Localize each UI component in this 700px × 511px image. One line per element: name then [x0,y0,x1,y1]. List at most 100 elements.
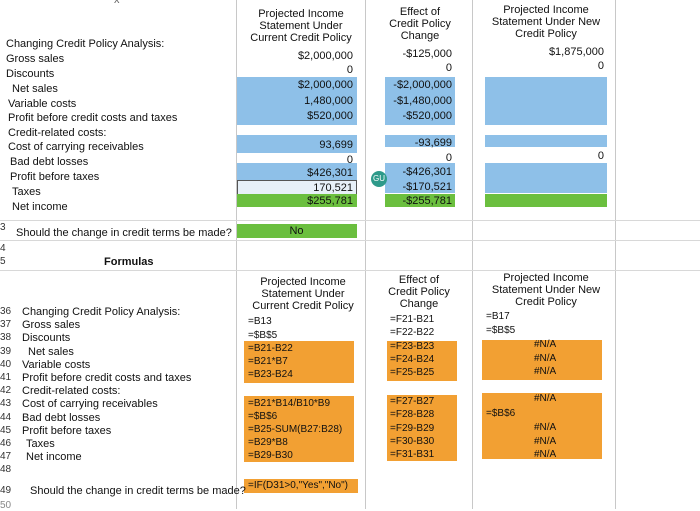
cell-d[interactable]: 0 [445,152,452,164]
formula-cell-d[interactable]: =F30-B30 [390,436,435,447]
formula-row-label: Discounts [22,332,71,345]
formula-cell-c[interactable]: =B29*B8 [248,437,288,448]
row-number: 47 [0,451,12,463]
formula-cell-c[interactable]: =B25-SUM(B27:B28) [248,424,343,435]
cell-c[interactable]: 93,699 [319,139,353,151]
formula-row-label: Profit before taxes [22,424,112,437]
row-number: 45 [0,424,12,436]
formula-fill-e [482,340,602,380]
cell-d[interactable]: -$1,480,000 [393,95,452,107]
row-label: Net sales [12,83,58,95]
formula-cell-c[interactable]: =B21*B14/B10*B9 [248,398,331,409]
formula-cell-c[interactable]: =B21-B22 [248,343,293,354]
cell-d[interactable]: -$255,781 [402,195,452,207]
cell-c[interactable]: 1,480,000 [304,95,353,107]
profit-taxes-fill-c [237,163,357,181]
cell-d[interactable]: -93,699 [414,137,452,149]
corner-mark: x [114,0,120,6]
formula-row-label: Net income [26,451,82,464]
row-label: Profit before taxes [10,171,100,183]
formula-row-label: Taxes [26,438,55,450]
cell-d[interactable]: -$170,521 [402,181,452,193]
user-avatar-badge[interactable]: GU [371,171,387,187]
formula-cell-e[interactable]: #N/A [534,393,557,404]
cell-c[interactable]: 0 [346,154,353,166]
cell-d[interactable]: -$520,000 [402,110,452,122]
formula-row-label: Bad debt losses [22,411,101,424]
carrying-fill-e [485,135,607,147]
formula-cell-c[interactable]: =$B$6 [248,411,278,422]
formula-cell-d[interactable]: =F21-B21 [390,314,435,325]
row-number: 40 [0,358,12,370]
row-label: Taxes [12,186,41,198]
cell-c[interactable]: 0 [346,64,353,76]
formula-cell-c[interactable]: =$B$5 [248,330,278,341]
cell-c[interactable]: $2,000,000 [297,79,353,91]
cell-e[interactable]: $1,875,000 [548,46,604,58]
formula-cell-c[interactable]: =B23-B24 [248,369,293,380]
formula-answer-cell[interactable]: =IF(D31>0,"Yes","No") [248,480,348,491]
formula-fill-d [387,341,457,381]
row-label: Cost of carrying receivables [8,141,144,153]
cell-d[interactable]: -$125,000 [402,48,452,60]
row-number: 39 [0,345,12,357]
formula-cell-e[interactable]: #N/A [534,422,557,433]
row-number: 44 [0,411,12,423]
cell-e[interactable]: 0 [597,60,604,72]
row-number: 42 [0,385,12,397]
formula-row-label: Gross sales [22,319,81,332]
formula-cell-d[interactable]: =F22-B22 [390,327,435,338]
formula-fill-e2 [482,393,602,459]
formulas-title: Formulas [104,256,154,268]
formula-cell-e[interactable]: #N/A [534,353,557,364]
formula-cell-e[interactable]: =$B$6 [486,408,516,419]
cell-c[interactable]: $426,301 [307,167,353,179]
formula-cell-e[interactable]: =$B$5 [486,325,516,336]
formula-fill-c2 [244,396,354,462]
formula-cell-c[interactable]: =B21*B7 [248,356,288,367]
cell-e[interactable]: 0 [597,150,604,162]
formula-cell-e[interactable]: #N/A [534,449,557,460]
header-effect-change: Effect of Credit Policy Change [389,6,451,42]
formula-cell-d[interactable]: =F28-B28 [390,409,435,420]
formula-cell-e[interactable]: #N/A [534,339,557,350]
net-income-fill-c [237,194,357,207]
formula-cell-d[interactable]: =F29-B29 [390,423,435,434]
cell-d[interactable]: -$2,000,000 [393,79,452,91]
row-number: 49 [0,485,12,496]
header-new-policy: Projected Income Statement Under New Cre… [491,4,601,40]
formula-cell-d[interactable]: =F24-B24 [390,354,435,365]
cell-c[interactable]: $520,000 [307,110,353,122]
formula-cell-d[interactable]: =F31-B31 [390,449,435,460]
formula-fill-c [244,341,354,383]
formula-row-label: Changing Credit Policy Analysis: [22,306,181,318]
answer-cell[interactable]: No [289,225,304,237]
carrying-fill-d [385,135,455,147]
row-number: 36 [0,306,12,317]
row-number: 50 [0,500,12,511]
net-income-fill-d [385,194,455,207]
formula-header-new: Projected Income Statement Under New Cre… [491,272,601,308]
cell-c[interactable]: $2,000,000 [297,50,353,62]
formula-cell-e[interactable]: #N/A [534,366,557,377]
row-number: 5 [0,256,6,267]
row-label: Changing Credit Policy Analysis: [6,38,165,50]
row-label: Net income [12,201,68,213]
formula-answer-fill [244,479,358,493]
formula-row-label: Cost of carrying receivables [22,398,158,411]
header-current-policy: Projected Income Statement Under Current… [250,8,352,44]
cell-d[interactable]: -$426,301 [402,166,452,178]
formula-header-effect: Effect of Credit Policy Change [388,274,450,310]
cell-c[interactable]: 170,521 [313,182,353,194]
row-label: Profit before credit costs and taxes [8,112,178,124]
formula-cell-d[interactable]: =F27-B27 [390,396,435,407]
cell-c[interactable]: $255,781 [307,195,353,207]
formula-cell-d[interactable]: =F23-B23 [390,341,435,352]
formula-cell-e[interactable]: #N/A [534,436,557,447]
formula-cell-e[interactable]: =B17 [486,311,510,322]
cell-d[interactable]: 0 [445,62,452,74]
formula-cell-c[interactable]: =B13 [248,316,272,327]
current-policy-fill [237,77,357,125]
formula-cell-c[interactable]: =B29-B30 [248,450,293,461]
formula-cell-d[interactable]: =F25-B25 [390,367,435,378]
